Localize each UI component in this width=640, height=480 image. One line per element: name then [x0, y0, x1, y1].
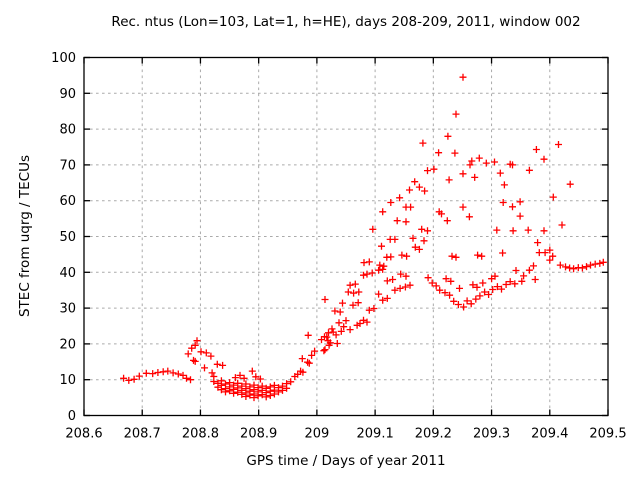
x-tick-label: 208.8: [182, 427, 219, 442]
x-tick-label: 209.4: [531, 427, 568, 442]
x-tick-label: 208.9: [240, 427, 277, 442]
y-tick-label: 90: [59, 87, 76, 102]
x-tick-label: 209: [304, 427, 329, 442]
x-tick-label: 208.7: [124, 427, 161, 442]
y-tick-label: 100: [51, 51, 76, 66]
x-axis-label: GPS time / Days of year 2011: [246, 453, 446, 469]
x-tick-label: 209.3: [473, 427, 510, 442]
x-tick-label: 209.1: [357, 427, 394, 442]
chart-title: Rec. ntus (Lon=103, Lat=1, h=HE), days 2…: [111, 14, 581, 30]
y-tick-label: 40: [59, 266, 76, 281]
y-tick-label: 10: [59, 373, 76, 388]
y-tick-label: 60: [59, 194, 76, 209]
y-tick-label: 50: [59, 230, 76, 245]
x-tick-label: 209.5: [589, 427, 626, 442]
y-tick-label: 20: [59, 337, 76, 352]
y-tick-label: 70: [59, 158, 76, 173]
y-tick-label: 80: [59, 123, 76, 138]
y-tick-label: 30: [59, 302, 76, 317]
y-tick-label: 0: [68, 409, 76, 424]
x-tick-label: 209.2: [415, 427, 452, 442]
data-points: [120, 73, 607, 402]
x-tick-label: 208.6: [65, 427, 102, 442]
